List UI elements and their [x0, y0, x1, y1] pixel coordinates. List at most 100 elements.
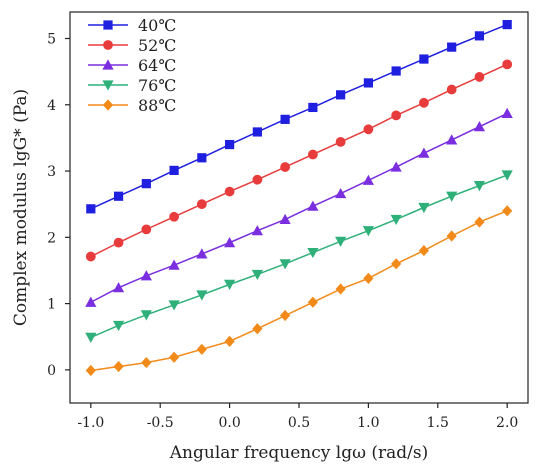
- data-point: [418, 244, 430, 257]
- y-tick-label: 4: [47, 98, 56, 114]
- data-point: [251, 225, 263, 236]
- data-point: [113, 237, 124, 248]
- series-line: [90, 112, 508, 303]
- data-point: [335, 136, 346, 147]
- data-point: [252, 127, 262, 137]
- data-point: [85, 296, 97, 307]
- data-point: [362, 174, 374, 185]
- x-tick-label: 0.0: [218, 415, 240, 431]
- data-point: [307, 149, 318, 160]
- data-point: [363, 124, 374, 135]
- x-axis-ticks: -1.0 -0.5 0.0 0.5 1.0 1.5 2.0: [77, 403, 518, 431]
- data-point: [85, 332, 97, 343]
- data-point: [391, 258, 402, 270]
- legend-label: 40℃: [138, 16, 176, 35]
- data-point: [252, 323, 263, 335]
- series-1: [86, 19, 512, 214]
- data-point: [280, 309, 291, 322]
- data-point: [502, 19, 512, 30]
- y-tick-label: 0: [47, 363, 56, 379]
- data-point: [169, 165, 179, 175]
- legend-item: 64℃: [88, 56, 176, 75]
- x-axis-label: Angular frequency lgω (rad/s): [169, 443, 428, 463]
- data-point: [446, 84, 457, 95]
- data-point: [280, 162, 291, 172]
- series-layer: [85, 19, 513, 377]
- data-point: [446, 191, 458, 202]
- data-point: [418, 202, 430, 214]
- data-point: [196, 199, 207, 210]
- legend-item: 52℃: [88, 36, 176, 55]
- data-point: [335, 187, 347, 199]
- legend-marker: [102, 99, 114, 111]
- data-point: [391, 110, 402, 121]
- data-point: [447, 42, 457, 52]
- data-point: [390, 214, 402, 226]
- data-point: [474, 72, 485, 82]
- series-line: [90, 63, 508, 258]
- data-point: [362, 226, 374, 237]
- data-point: [113, 360, 124, 373]
- data-point: [307, 200, 319, 211]
- data-point: [336, 90, 346, 100]
- data-point: [307, 296, 318, 308]
- data-point: [196, 343, 207, 355]
- data-point: [446, 230, 457, 242]
- data-point: [197, 153, 207, 163]
- data-point: [473, 121, 486, 132]
- y-tick-label: 2: [47, 230, 56, 246]
- data-point: [418, 147, 430, 158]
- data-point: [474, 216, 485, 228]
- data-point: [141, 356, 152, 369]
- data-point: [169, 211, 179, 222]
- x-tick-label: 0.5: [288, 415, 310, 431]
- x-tick-label: 1.5: [427, 415, 449, 431]
- data-point: [335, 236, 347, 247]
- legend: 40℃52℃64℃76℃88℃: [88, 16, 176, 115]
- series-2: [85, 59, 513, 262]
- y-tick-label: 1: [47, 297, 56, 313]
- data-point: [86, 204, 96, 214]
- x-tick-label: 2.0: [496, 415, 518, 431]
- y-tick-label: 5: [47, 32, 56, 48]
- data-point: [251, 269, 263, 281]
- data-point: [419, 54, 429, 64]
- data-point: [308, 102, 318, 113]
- legend-item: 76℃: [88, 76, 176, 95]
- series-3: [85, 107, 513, 307]
- data-point: [363, 78, 373, 88]
- data-point: [419, 97, 429, 108]
- data-point: [168, 300, 180, 311]
- x-tick-label: -1.0: [77, 415, 104, 431]
- data-point: [112, 282, 125, 293]
- data-point: [113, 191, 124, 201]
- data-point: [224, 186, 235, 197]
- data-point: [224, 279, 236, 290]
- data-point: [307, 247, 319, 259]
- data-point: [474, 31, 485, 41]
- series-line: [90, 210, 508, 372]
- data-point: [335, 283, 346, 295]
- legend-label: 76℃: [138, 76, 176, 95]
- data-point: [363, 272, 374, 285]
- legend-marker: [102, 59, 114, 70]
- data-point: [279, 213, 291, 225]
- y-axis-ticks: 0 1 2 3 4 5: [47, 32, 70, 379]
- data-point: [112, 320, 125, 332]
- legend-item: 88℃: [88, 96, 176, 115]
- legend-marker: [103, 20, 113, 30]
- data-point: [141, 179, 151, 189]
- series-5: [85, 205, 513, 377]
- data-point: [280, 114, 290, 124]
- legend-marker: [102, 80, 114, 91]
- y-axis-label: Complex modulus lgG* (Pa): [11, 89, 31, 326]
- data-point: [502, 205, 513, 217]
- data-point: [473, 181, 486, 192]
- data-point: [224, 335, 235, 347]
- data-point: [501, 170, 513, 181]
- data-point: [446, 134, 458, 145]
- series-4: [85, 170, 513, 343]
- data-point: [196, 248, 208, 259]
- series-line: [90, 174, 508, 339]
- x-tick-label: -0.5: [147, 415, 174, 431]
